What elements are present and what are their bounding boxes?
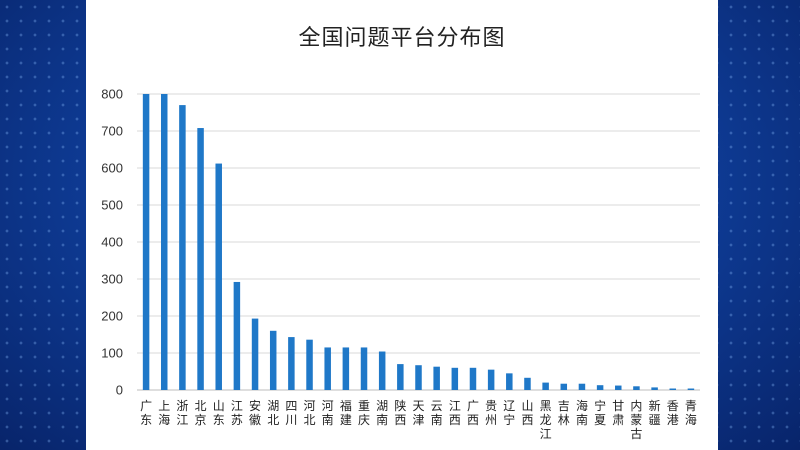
x-tick-label: 广东 [140,399,152,427]
x-tick-label: 河北 [304,399,316,427]
bar-5 [215,163,222,390]
bar-6 [233,281,241,390]
y-tick-label: 800 [101,87,123,102]
bar-15 [397,364,404,390]
x-tick-label: 云南 [431,399,443,427]
bar-19 [469,367,477,390]
bar-7 [251,318,259,390]
x-tick-label: 香港 [667,399,679,427]
bar-11 [324,347,331,390]
x-tick-label: 天津 [412,399,424,427]
bar-3 [179,105,186,390]
bar-4 [197,128,204,391]
bar-27 [615,385,622,390]
x-tick-label: 江苏 [231,399,243,427]
y-tick-label: 100 [101,346,123,361]
bar-14 [378,351,386,390]
x-tick-label: 湖南 [376,398,388,427]
x-tick-label: 江西 [449,399,461,427]
x-tick-label: 青海 [685,399,697,427]
bar-1 [142,94,150,390]
bar-29 [651,387,658,390]
bar-26 [596,385,604,390]
x-tick-label: 甘肃 [612,399,624,427]
bar-8 [269,330,277,390]
y-tick-label: 600 [101,161,123,176]
x-tick-label: 黑龙江 [540,399,552,441]
x-tick-label: 重庆 [358,399,370,427]
x-tick-label: 上海 [158,399,170,427]
bar-17 [433,366,440,390]
bar-20 [487,369,495,390]
x-tick-label: 安徽 [249,398,261,427]
background-dots-left [0,0,90,450]
bar-22 [524,377,531,390]
background-dots-right [710,0,800,450]
bar-10 [306,339,313,390]
y-tick-label: 0 [116,383,123,398]
bar-30 [669,388,677,390]
bar-2 [160,94,168,390]
y-tick-label: 300 [101,272,123,287]
x-tick-label: 广西 [467,399,479,427]
x-tick-label: 陕西 [394,398,406,427]
bar-13 [360,347,368,390]
x-tick-label: 山东 [213,399,225,427]
bar-18 [451,367,459,390]
x-tick-label: 湖北 [267,398,279,427]
bar-12 [342,347,350,390]
bar-25 [578,383,586,390]
x-tick-label: 福建 [340,398,352,427]
x-tick-label: 四川 [285,399,297,427]
bar-9 [288,337,295,390]
x-tick-label: 新疆 [649,398,661,427]
x-tick-label: 海南 [576,398,588,427]
chart-title: 全国问题平台分布图 [298,26,506,51]
y-axis: 0 100 200 300 400 500 600 700 800 [101,87,123,398]
x-tick-label: 辽宁 [503,399,515,427]
y-tick-label: 400 [101,235,123,250]
x-tick-label: 河南 [322,399,334,427]
bar-16 [415,365,422,390]
y-tick-label: 200 [101,309,123,324]
bar-31 [687,388,695,390]
x-tick-label: 北京 [195,399,207,427]
x-tick-label: 贵州 [485,399,497,427]
bar-28 [633,386,640,390]
y-tick-label: 500 [101,198,123,213]
bar-21 [506,373,513,390]
x-axis: 广东上海浙江北京山东江苏安徽湖北四川河北河南福建重庆湖南陕西天津云南江西广西贵州… [140,398,697,441]
x-tick-label: 内蒙古 [630,399,642,441]
bar-23 [542,382,549,390]
x-tick-label: 宁夏 [594,398,606,427]
x-tick-label: 吉林 [558,399,570,427]
x-tick-label: 山西 [521,399,533,427]
y-tick-label: 700 [101,124,123,139]
bar-24 [560,383,568,390]
x-tick-label: 浙江 [176,399,188,427]
bars [142,94,695,391]
